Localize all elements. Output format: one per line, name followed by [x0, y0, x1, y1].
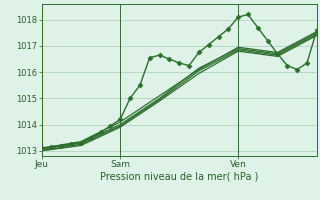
- X-axis label: Pression niveau de la mer( hPa ): Pression niveau de la mer( hPa ): [100, 172, 258, 182]
